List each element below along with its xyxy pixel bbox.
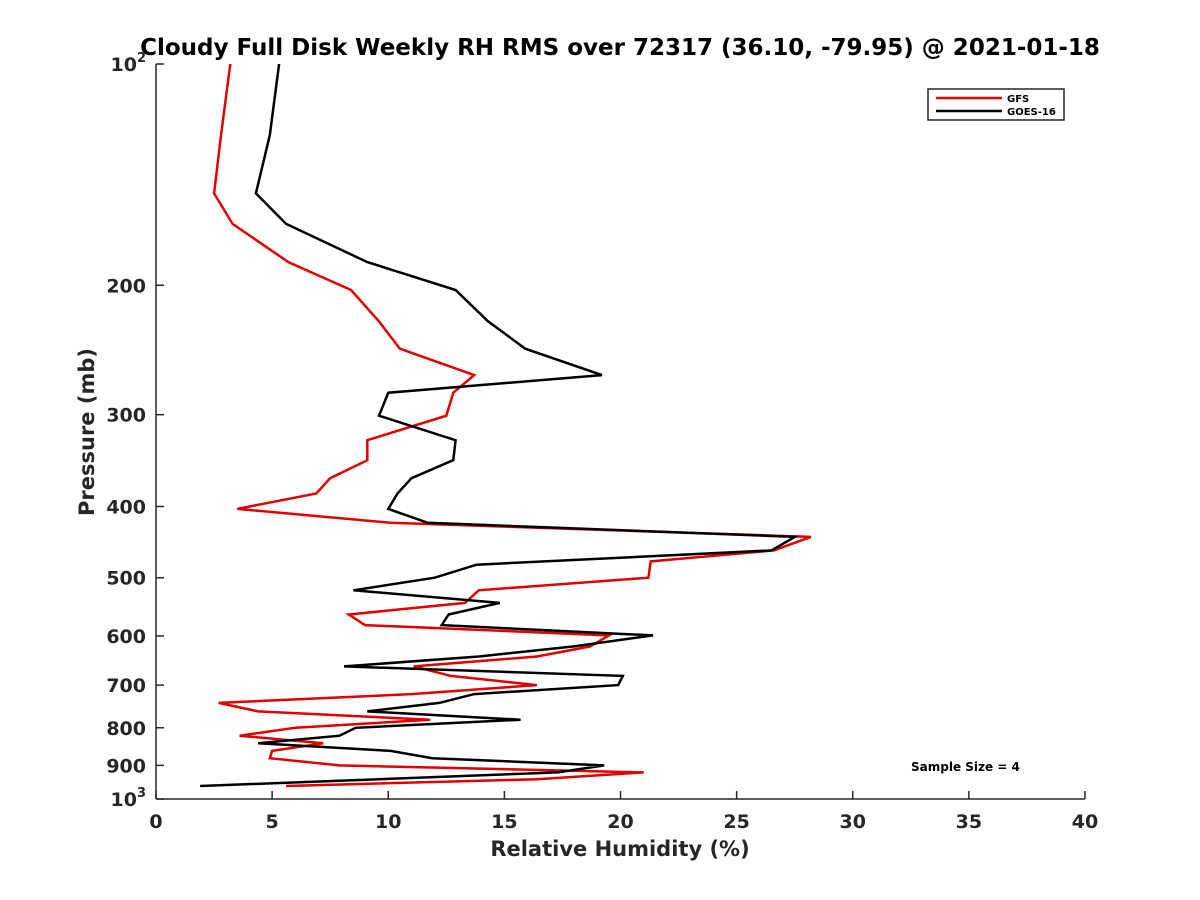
x-tick-label: 10 (375, 811, 401, 833)
series-lines (200, 63, 812, 788)
plot-area (155, 64, 1085, 800)
y-tick-label-base: 10 (111, 54, 137, 76)
y-tick-label-base: 10 (111, 789, 137, 811)
x-tick-label: 20 (607, 811, 633, 833)
chart-title: Cloudy Full Disk Weekly RH RMS over 7231… (140, 35, 1100, 61)
y-tick-label: 300 (106, 405, 146, 427)
series-line-goes16 (200, 63, 800, 788)
x-tick-label: 5 (266, 811, 279, 833)
x-tick-label: 40 (1072, 811, 1098, 833)
x-tick-label: 25 (723, 811, 749, 833)
legend: GFS GOES-16 (927, 88, 1065, 121)
y-tick-label: 103 (111, 786, 147, 811)
y-tick-label: 900 (106, 755, 146, 777)
x-axis-label: Relative Humidity (%) (490, 837, 749, 861)
y-tick-label: 800 (106, 718, 146, 740)
y-axis-label: Pressure (mb) (75, 348, 99, 516)
x-tick-label: 35 (956, 811, 982, 833)
y-tick-label: 400 (106, 497, 146, 519)
series-line-gfs (212, 63, 812, 788)
legend-label-gfs: GFS (1007, 94, 1029, 105)
legend-label-goes16: GOES-16 (1007, 107, 1056, 118)
legend-box (927, 88, 1065, 121)
x-tick-label: 0 (149, 811, 162, 833)
y-tick-label: 700 (106, 675, 146, 697)
x-tick-label: 15 (491, 811, 517, 833)
y-tick-label: 200 (106, 275, 146, 297)
x-axis-ticks: 0 5 10 15 20 25 30 35 40 (149, 791, 1098, 833)
y-tick-label: 500 (106, 568, 146, 590)
x-tick-label: 30 (840, 811, 866, 833)
y-tick-label-exponent: 2 (137, 51, 146, 66)
y-tick-label-exponent: 3 (137, 786, 146, 801)
sample-size-annotation: Sample Size = 4 (911, 760, 1020, 774)
y-tick-label: 102 (111, 51, 147, 76)
y-tick-label: 600 (106, 626, 146, 648)
